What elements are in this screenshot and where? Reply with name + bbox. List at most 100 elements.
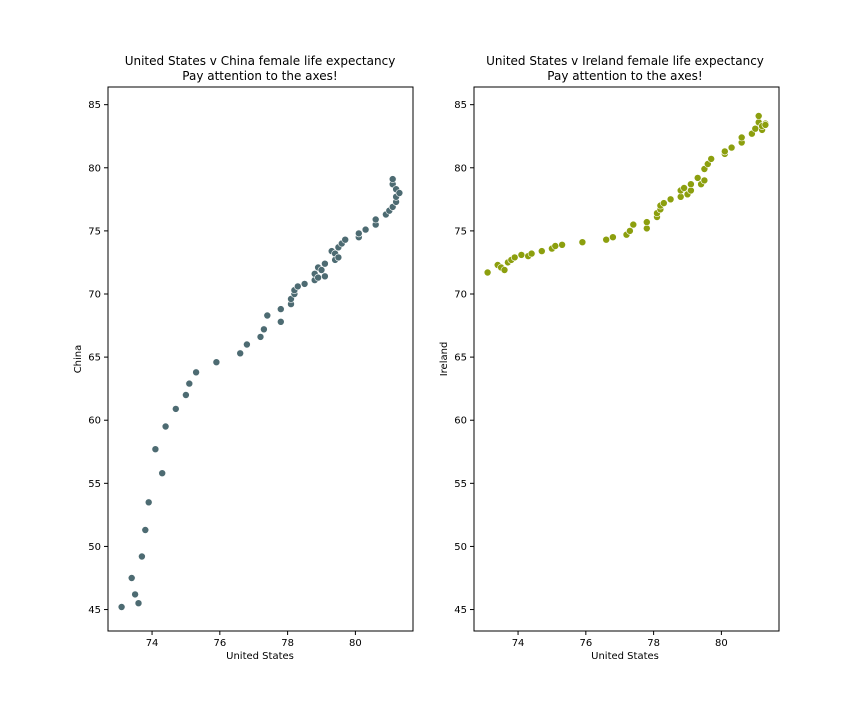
y-tick-label: 45 <box>88 605 101 616</box>
scatter-point <box>510 253 519 262</box>
scatter-point <box>185 379 194 388</box>
scatter-point <box>395 189 404 197</box>
scatter-point <box>642 224 651 233</box>
scatter-point <box>276 317 285 326</box>
scatter-point <box>161 422 170 431</box>
y-tick-label: 80 <box>454 163 467 174</box>
scatter-point <box>500 266 509 274</box>
scatter-point <box>300 280 309 288</box>
y-tick-label: 85 <box>454 100 467 111</box>
scatter-point <box>314 273 322 282</box>
scatter-point <box>334 253 343 262</box>
x-tick-label: 76 <box>213 638 226 649</box>
y-tick-label: 55 <box>454 479 467 490</box>
scatter-point <box>317 266 326 274</box>
plot-frame <box>107 86 414 632</box>
scatter-point <box>527 249 536 258</box>
x-tick-label: 78 <box>281 638 294 649</box>
x-tick-label: 80 <box>715 638 728 649</box>
y-axis-label: China <box>73 345 84 374</box>
scatter-point <box>182 391 190 399</box>
axis-ticks: 74 76 78 80 45 50 55 60 65 70 75 80 85 <box>454 100 727 649</box>
scatter-point <box>700 176 709 185</box>
y-tick-label: 70 <box>88 289 101 300</box>
scatter-point <box>141 526 150 534</box>
scatter-point <box>256 333 265 341</box>
scatter-point <box>680 184 688 192</box>
scatter-point <box>236 349 244 358</box>
scatter-point <box>117 603 126 611</box>
chart-title: United States v China female life expect… <box>125 54 396 68</box>
scatter-point <box>642 218 651 226</box>
scatter-point <box>192 368 200 377</box>
scatter-point <box>666 195 675 204</box>
y-tick-label: 60 <box>454 416 467 427</box>
scatter-point <box>361 225 370 234</box>
scatter-point <box>263 311 272 320</box>
scatter-point <box>131 590 139 599</box>
y-tick-label: 65 <box>88 353 101 364</box>
scatter-point <box>558 241 566 249</box>
scatter-point <box>687 186 695 195</box>
data-points <box>117 175 404 611</box>
y-tick-label: 75 <box>454 226 467 237</box>
y-tick-label: 65 <box>454 353 467 364</box>
ireland-scatter-panel: United States v Ireland female life expe… <box>439 54 780 662</box>
scatter-point <box>727 143 736 152</box>
plot-frame <box>473 86 780 632</box>
china-scatter-panel: United States v China female life expect… <box>73 54 414 662</box>
scatter-point <box>693 174 702 182</box>
scatter-point <box>151 445 160 454</box>
y-tick-label: 85 <box>88 100 101 111</box>
scatter-point <box>737 133 746 142</box>
scatter-point <box>321 259 329 268</box>
scatter-point <box>293 282 302 291</box>
scatter-point <box>707 155 716 163</box>
scatter-point <box>578 238 587 246</box>
scatter-point <box>172 405 180 413</box>
scatter-point <box>754 112 763 120</box>
scatter-point <box>751 124 760 133</box>
scatter-point <box>144 498 153 507</box>
scatter-point <box>483 268 492 277</box>
data-points <box>483 112 770 277</box>
x-axis-label: United States <box>226 651 294 662</box>
scatter-point <box>138 552 146 561</box>
y-axis-label: Ireland <box>439 342 450 377</box>
scatter-point <box>551 242 560 250</box>
scatter-point <box>602 235 611 244</box>
scatter-point <box>354 229 363 238</box>
x-tick-label: 80 <box>349 638 362 649</box>
chart-subtitle: Pay attention to the axes! <box>182 69 337 83</box>
scatter-point <box>158 469 166 478</box>
x-tick-label: 78 <box>647 638 660 649</box>
y-tick-label: 50 <box>88 542 101 553</box>
scatter-point <box>243 340 251 349</box>
scatter-point <box>687 180 695 188</box>
axis-ticks: 74 76 78 80 45 50 55 60 65 70 75 80 85 <box>88 100 361 649</box>
y-tick-label: 45 <box>454 605 467 616</box>
y-tick-label: 60 <box>88 416 101 427</box>
scatter-point <box>212 358 221 367</box>
scatter-point <box>720 147 729 156</box>
chart-title: United States v Ireland female life expe… <box>486 54 764 68</box>
x-tick-label: 74 <box>512 638 525 649</box>
y-tick-label: 75 <box>88 226 101 237</box>
scatter-point <box>761 121 770 129</box>
scatter-point <box>341 235 350 244</box>
scatter-point <box>127 574 136 582</box>
chart-subtitle: Pay attention to the axes! <box>547 69 702 83</box>
scatter-point <box>371 215 380 224</box>
y-tick-label: 80 <box>88 163 101 174</box>
scatter-point <box>537 247 546 255</box>
scatter-point <box>388 175 397 183</box>
scatter-point <box>659 199 668 207</box>
x-tick-label: 76 <box>579 638 592 649</box>
x-tick-label: 74 <box>146 638 159 649</box>
scatter-point <box>609 233 617 241</box>
y-tick-label: 50 <box>454 542 467 553</box>
scatter-point <box>134 599 143 608</box>
scatter-point <box>629 220 638 229</box>
scatter-point <box>260 325 268 334</box>
